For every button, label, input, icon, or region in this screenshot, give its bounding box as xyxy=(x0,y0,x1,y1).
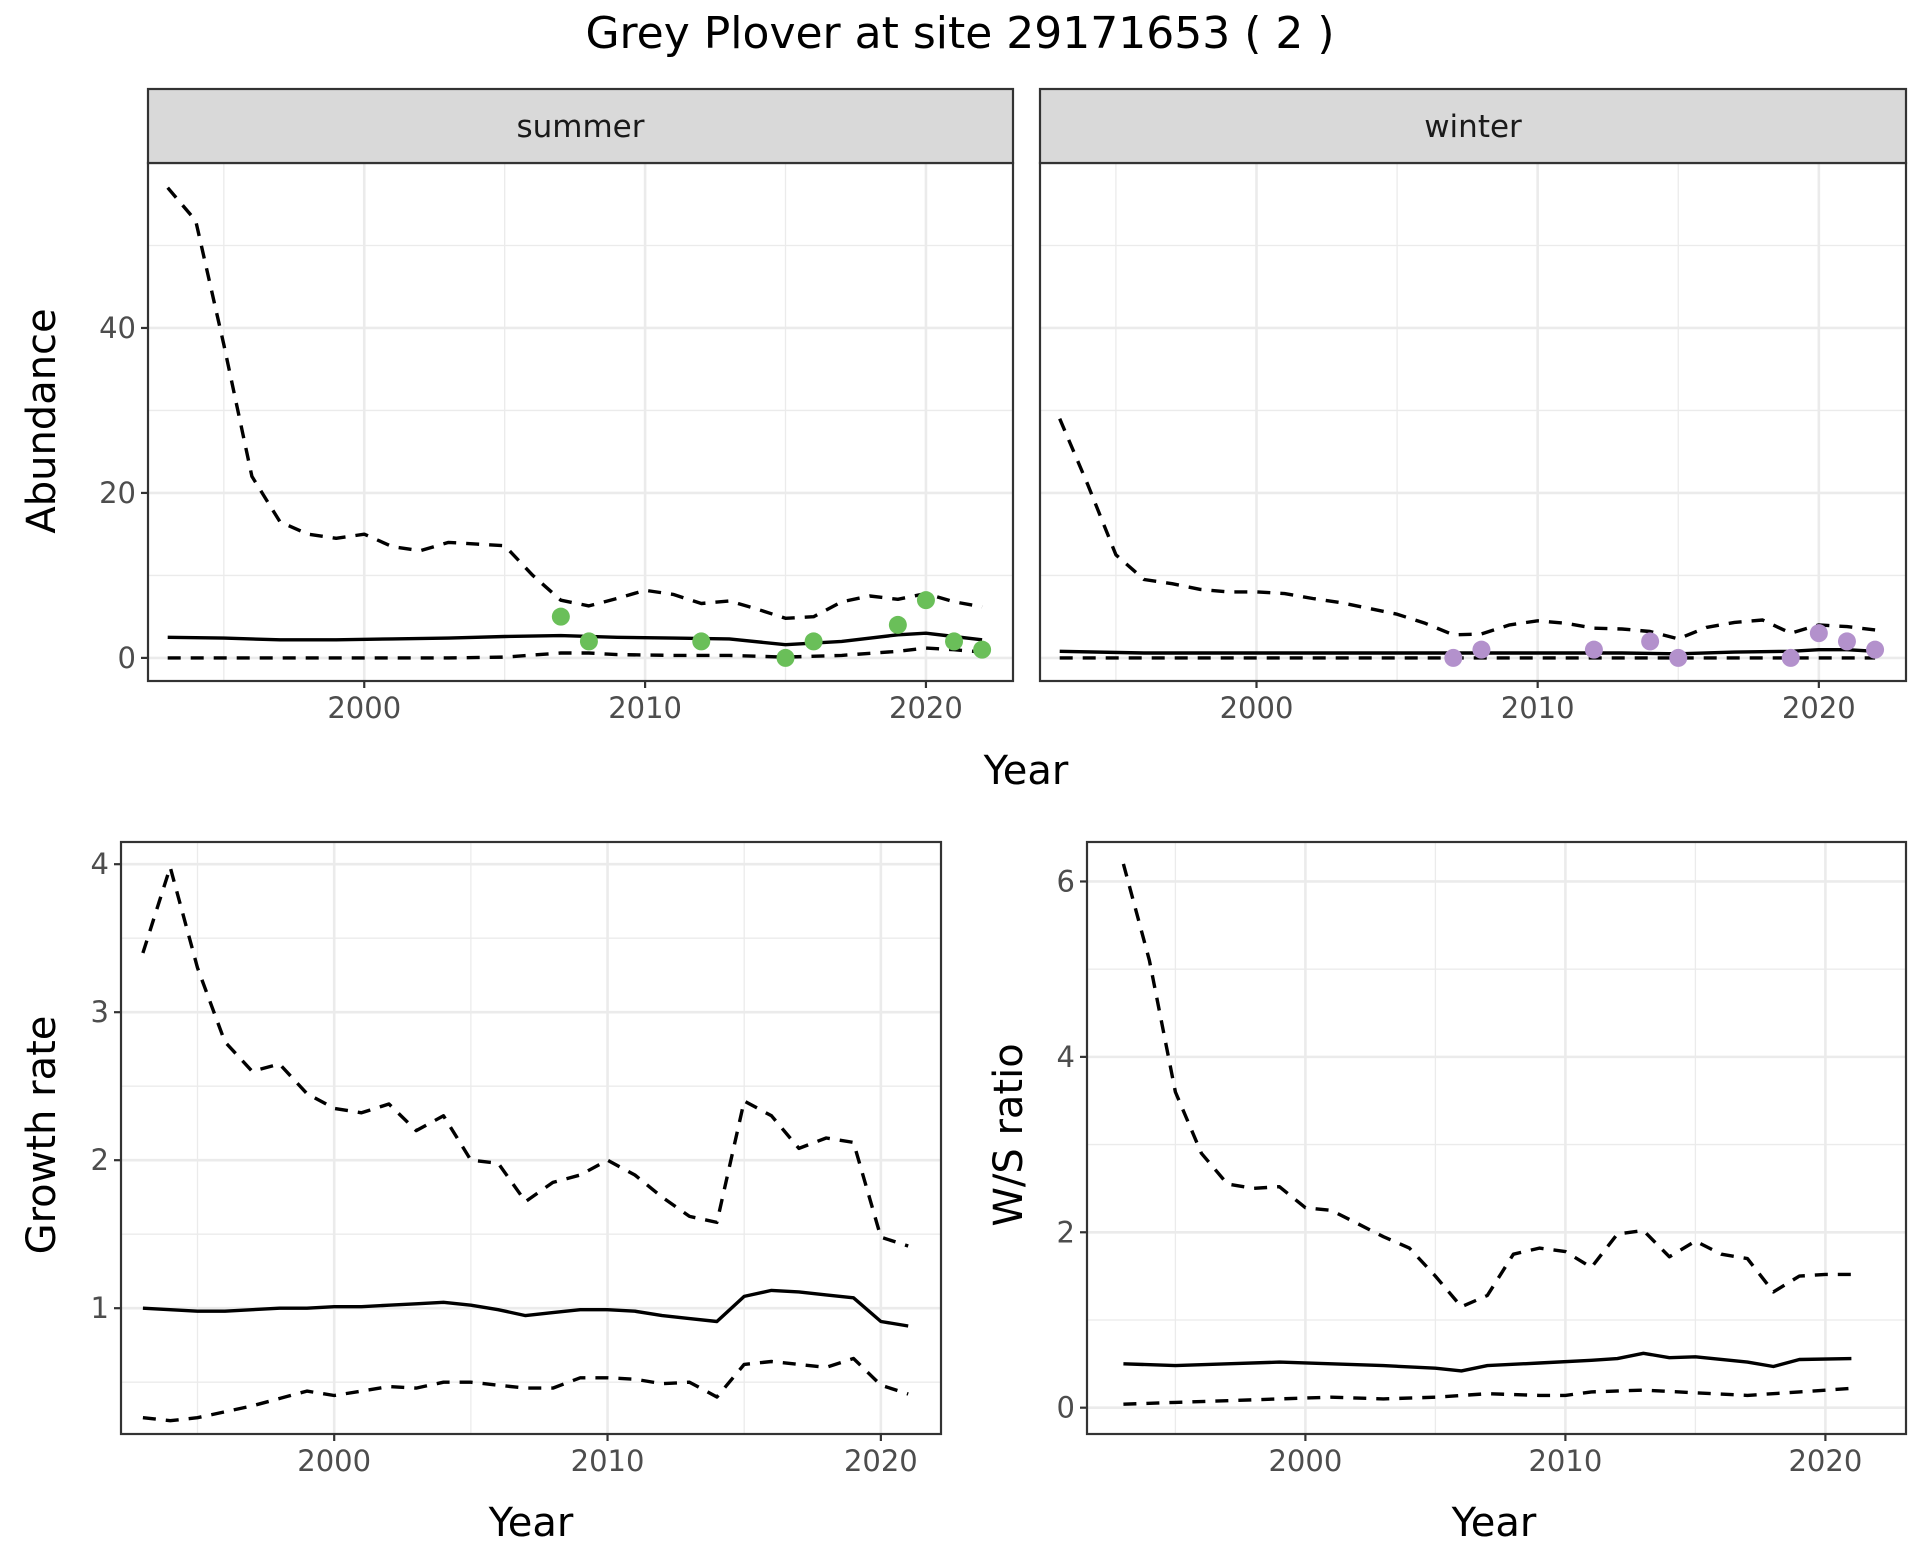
ws-ratio-lower-line xyxy=(1123,1386,1852,1406)
growth-rate-x-tick-label-2020: 2020 xyxy=(844,1444,918,1478)
abundance-winter-mean-line xyxy=(1059,648,1876,656)
abundance-winter-panel: 2000 2010 2020 winter xyxy=(1038,87,1908,725)
abundance-summer-observed-point xyxy=(888,615,907,634)
growth-rate-x-tick-label-2000: 2000 xyxy=(297,1444,371,1478)
abundance-summer-observed-point xyxy=(973,640,992,659)
abundance-winter-observed-point xyxy=(1837,632,1856,651)
growth-rate-panel-background xyxy=(121,842,941,1434)
ws-ratio-y-tick-label-6: 6 xyxy=(1057,864,1075,898)
ws-ratio-panel-border xyxy=(1085,840,1908,1436)
abundance-summer-observed-point xyxy=(776,648,795,667)
abundance-summer-x-tick-label-2000: 2000 xyxy=(327,691,401,725)
abundance-x-axis-title: Year xyxy=(983,748,1069,794)
ws-ratio-y-tick-label-0: 0 xyxy=(1057,1391,1075,1425)
abundance-summer-x-tick-label-2010: 2010 xyxy=(608,691,682,725)
abundance-summer-y-tick-label-40: 40 xyxy=(99,311,136,345)
ws-ratio-x-axis-title: Year xyxy=(1451,1500,1537,1546)
growth-rate-y-tick-label-1: 1 xyxy=(91,1291,109,1325)
ws-ratio-x-tick-label-2020: 2020 xyxy=(1788,1444,1862,1478)
growth-rate-panel-border xyxy=(119,840,943,1436)
abundance-summer-observed-point xyxy=(945,632,964,651)
abundance-winter-x-tick-label-2020: 2020 xyxy=(1782,691,1856,725)
abundance-winter-panel-background xyxy=(1040,163,1906,681)
growth-rate-y-tick-label-3: 3 xyxy=(91,995,109,1029)
abundance-summer-y-tick-label-0: 0 xyxy=(118,641,136,675)
ws-ratio-plot: 2000 2010 2020 0 2 4 6 W/S ratio Year xyxy=(986,840,1908,1546)
growth-rate-panel: 2000 2010 2020 1 2 3 4 xyxy=(91,840,943,1478)
abundance-summer-strip xyxy=(146,87,1015,165)
abundance-winter-upper-line xyxy=(1058,418,1876,641)
abundance-winter-strip-label: winter xyxy=(1424,109,1522,145)
abundance-plot: 2000 2010 2020 0 20 40 summer 2000 2010 2020 wint… xyxy=(19,87,1908,794)
abundance-summer-strip-label: summer xyxy=(516,109,644,145)
abundance-winter-observed-point xyxy=(1584,640,1603,659)
growth-rate-y-tick-label-2: 2 xyxy=(91,1143,109,1177)
ws-ratio-y-tick-label-4: 4 xyxy=(1057,1040,1075,1074)
ws-ratio-y-axis-title: W/S ratio xyxy=(986,1043,1032,1226)
abundance-winter-observed-point xyxy=(1781,648,1800,667)
abundance-summer-observed-point xyxy=(551,607,570,626)
abundance-summer-y-tick-label-20: 20 xyxy=(99,476,136,510)
growth-rate-plot: 2000 2010 2020 1 2 3 4 Growth rate Year xyxy=(19,840,943,1546)
ws-ratio-panel: 2000 2010 2020 0 2 4 6 xyxy=(1057,840,1908,1478)
growth-rate-x-axis-title: Year xyxy=(488,1500,574,1546)
abundance-winter-observed-point xyxy=(1866,640,1885,659)
abundance-summer-x-tick-label-2020: 2020 xyxy=(889,691,963,725)
abundance-winter-x-tick-label-2010: 2010 xyxy=(1501,691,1575,725)
ws-ratio-panel-background xyxy=(1087,842,1906,1434)
abundance-winter-x-tick-label-2000: 2000 xyxy=(1220,691,1294,725)
growth-rate-y-tick-label-4: 4 xyxy=(91,847,109,881)
abundance-summer-observed-point xyxy=(692,632,711,651)
growth-rate-x-tick-label-2010: 2010 xyxy=(571,1444,645,1478)
abundance-winter-observed-point xyxy=(1669,648,1688,667)
abundance-summer-observed-point xyxy=(804,632,823,651)
abundance-y-axis-title: Abundance xyxy=(19,308,65,533)
abundance-winter-strip xyxy=(1038,87,1908,165)
figure-title: Grey Plover at site 29171653 ( 2 ) xyxy=(585,8,1334,59)
abundance-summer-panel: 2000 2010 2020 0 20 40 summer xyxy=(99,87,1015,725)
abundance-winter-observed-point xyxy=(1472,640,1491,659)
ws-ratio-x-tick-label-2000: 2000 xyxy=(1268,1444,1342,1478)
abundance-summer-mean-line xyxy=(167,631,983,647)
abundance-summer-observed-point xyxy=(579,632,598,651)
ws-ratio-upper-line xyxy=(1121,863,1852,1309)
abundance-winter-observed-point xyxy=(1444,648,1463,667)
abundance-winter-observed-point xyxy=(1641,632,1660,651)
ws-ratio-x-tick-label-2010: 2010 xyxy=(1528,1444,1602,1478)
ws-ratio-mean-line xyxy=(1123,1351,1852,1373)
ws-ratio-y-tick-label-2: 2 xyxy=(1057,1215,1075,1249)
abundance-summer-panel-background xyxy=(148,163,1013,681)
growth-rate-y-axis-title: Growth rate xyxy=(19,1016,65,1255)
abundance-summer-observed-point xyxy=(916,591,935,610)
growth-rate-mean-line xyxy=(142,1288,909,1328)
abundance-winter-observed-point xyxy=(1809,624,1828,643)
growth-rate-upper-line xyxy=(141,865,909,1248)
